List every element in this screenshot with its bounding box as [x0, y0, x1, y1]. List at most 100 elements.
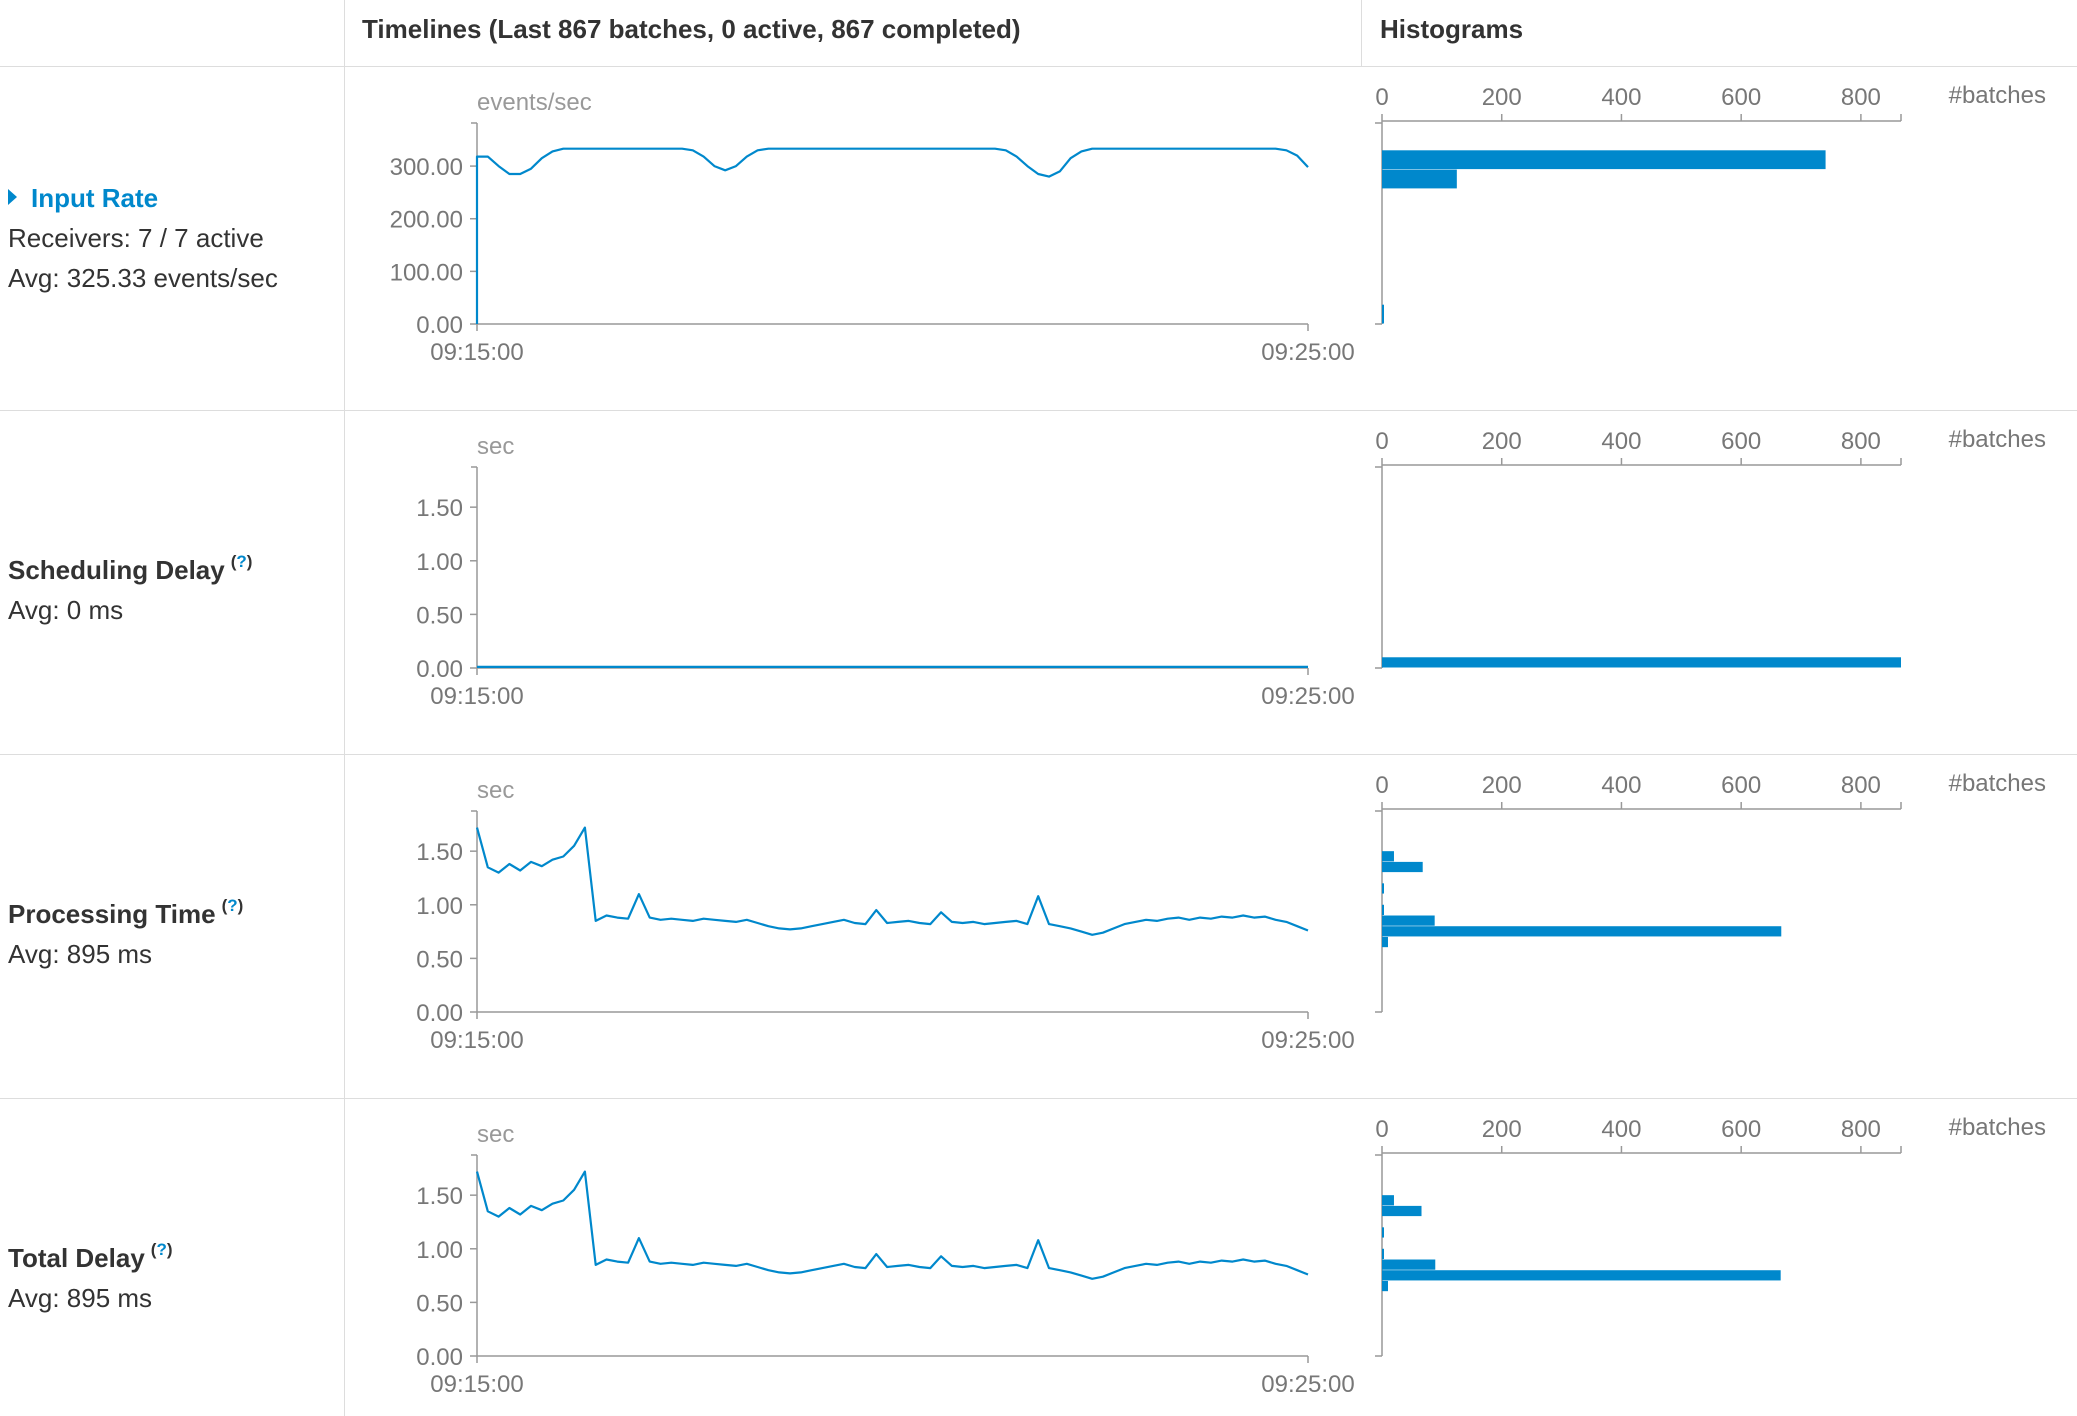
histogram-x-tick-label: 600	[1721, 428, 1761, 455]
histogram-bar	[1382, 926, 1782, 937]
histogram-x-tick-label: 800	[1841, 84, 1881, 111]
histogram-x-tick-label: 600	[1721, 1116, 1761, 1143]
histogram-axis-label: #batches	[1949, 770, 2046, 797]
input-rate-avg: Avg: 325.33 events/sec	[8, 263, 278, 293]
histogram-x-tick-label: 400	[1601, 772, 1641, 799]
timeline-series-line	[475, 1170, 1309, 1280]
histogram-x-tick-label: 400	[1601, 1116, 1641, 1143]
timeline-y-tick-label: 0.50	[416, 602, 463, 629]
timeline-y-tick-label: 1.50	[416, 1183, 463, 1210]
histogram-bar	[1382, 1248, 1384, 1259]
timeline-y-tick-label: 1.00	[416, 549, 463, 576]
timeline-x-tick-label: 09:15:00	[430, 339, 523, 366]
histogram-bar	[1382, 1205, 1422, 1217]
timeline-x-tick-label: 09:25:00	[1261, 683, 1354, 710]
timeline-y-tick-label: 200.00	[390, 207, 463, 234]
timeline-x-tick-label: 09:25:00	[1261, 1027, 1354, 1054]
input-rate-title[interactable]: Input Rate	[31, 183, 159, 213]
histogram-x-tick-label: 800	[1841, 1116, 1881, 1143]
timeline-y-tick-label: 1.00	[416, 893, 463, 920]
timeline-x-tick-label: 09:15:00	[430, 683, 523, 710]
histogram-bar	[1382, 1280, 1388, 1292]
histogram-bar	[1382, 883, 1384, 894]
total-delay-info: Total Delay (?) Avg: 895 ms	[8, 1230, 173, 1318]
processing-time-avg: Avg: 895 ms	[8, 939, 153, 969]
histogram-x-tick-label: 800	[1841, 428, 1881, 455]
row-divider	[0, 1098, 2077, 1099]
histogram-x-tick-label: 600	[1721, 84, 1761, 111]
histogram-axis-label: #batches	[1949, 426, 2046, 453]
histogram-bar	[1382, 657, 1901, 668]
histogram-bar	[1382, 904, 1384, 915]
timeline-y-tick-label: 0.50	[416, 1290, 463, 1317]
timeline-series-line	[475, 826, 1309, 936]
histogram-bar	[1382, 169, 1457, 189]
histogram-bar	[1382, 915, 1435, 926]
histograms-header: Histograms	[1380, 14, 1524, 44]
histogram-x-tick-label: 400	[1601, 84, 1641, 111]
histogram-x-tick-label: 0	[1375, 1116, 1388, 1143]
histogram-x-tick-label: 200	[1482, 1116, 1522, 1143]
timeline-y-tick-label: 0.00	[416, 1344, 463, 1371]
timeline-x-tick-label: 09:25:00	[1261, 1371, 1354, 1398]
histogram-bar	[1382, 861, 1423, 873]
histogram-axis-label: #batches	[1949, 82, 2046, 109]
histogram-x-tick-label: 200	[1482, 84, 1522, 111]
receivers-status: Receivers: 7 / 7 active	[8, 223, 264, 253]
help-icon[interactable]: (?)	[221, 896, 244, 915]
processing-time-info: Processing Time (?) Avg: 895 ms	[8, 886, 243, 974]
timeline-y-tick-label: 0.00	[416, 1000, 463, 1027]
timeline-y-tick-label: 300.00	[390, 154, 463, 181]
timeline-x-tick-label: 09:15:00	[430, 1371, 523, 1398]
histogram-x-tick-label: 200	[1482, 428, 1522, 455]
timeline-y-tick-label: 0.00	[416, 312, 463, 339]
histogram-x-tick-label: 0	[1375, 428, 1388, 455]
histogram-bar	[1382, 936, 1388, 948]
histogram-axis-label: #batches	[1949, 1114, 2046, 1141]
timeline-unit-label: sec	[477, 777, 514, 804]
total-delay-avg: Avg: 895 ms	[8, 1283, 153, 1313]
timeline-x-tick-label: 09:15:00	[430, 1027, 523, 1054]
histogram-x-tick-label: 800	[1841, 772, 1881, 799]
timeline-y-tick-label: 0.00	[416, 656, 463, 683]
timeline-unit-label: events/sec	[477, 89, 592, 116]
help-icon[interactable]: (?)	[230, 552, 253, 571]
histogram-bar	[1382, 1259, 1436, 1270]
histogram-x-tick-label: 0	[1375, 84, 1388, 111]
histogram-bar	[1382, 304, 1384, 324]
header-bottom-divider	[0, 66, 2077, 67]
timeline-x-tick-label: 09:25:00	[1261, 339, 1354, 366]
scheduling-delay-info: Scheduling Delay (?) Avg: 0 ms	[8, 542, 252, 630]
histogram-bar	[1382, 1195, 1394, 1206]
timeline-y-tick-label: 100.00	[390, 259, 463, 286]
total-delay-title-row: Total Delay (?)	[8, 1230, 173, 1278]
histogram-x-tick-label: 400	[1601, 428, 1641, 455]
timeline-unit-label: sec	[477, 1121, 514, 1148]
input-rate-toggle[interactable]: Input Rate	[8, 178, 278, 218]
histogram-bar	[1382, 1270, 1781, 1281]
timeline-y-tick-label: 0.50	[416, 946, 463, 973]
row-divider	[0, 754, 2077, 755]
total-delay-title: Total Delay	[8, 1243, 145, 1273]
scheduling-delay-title: Scheduling Delay	[8, 555, 225, 585]
scheduling-delay-avg: Avg: 0 ms	[8, 595, 124, 625]
help-icon[interactable]: (?)	[150, 1240, 173, 1259]
column-divider	[344, 0, 345, 1416]
input-rate-info: Input Rate Receivers: 7 / 7 active Avg: …	[8, 178, 278, 298]
histogram-bar	[1382, 150, 1826, 170]
timelines-header: Timelines (Last 867 batches, 0 active, 8…	[362, 14, 1021, 44]
processing-time-title-row: Processing Time (?)	[8, 886, 243, 934]
histogram-x-tick-label: 200	[1482, 772, 1522, 799]
column-divider	[1361, 0, 1362, 66]
timeline-y-tick-label: 1.50	[416, 839, 463, 866]
timeline-unit-label: sec	[477, 433, 514, 460]
timeline-series-line	[475, 147, 1309, 324]
histogram-x-tick-label: 0	[1375, 772, 1388, 799]
row-divider	[0, 410, 2077, 411]
histogram-x-tick-label: 600	[1721, 772, 1761, 799]
timeline-y-tick-label: 1.00	[416, 1237, 463, 1264]
caret-right-icon[interactable]	[8, 189, 17, 205]
scheduling-delay-title-row: Scheduling Delay (?)	[8, 542, 252, 590]
processing-time-title: Processing Time	[8, 899, 216, 929]
